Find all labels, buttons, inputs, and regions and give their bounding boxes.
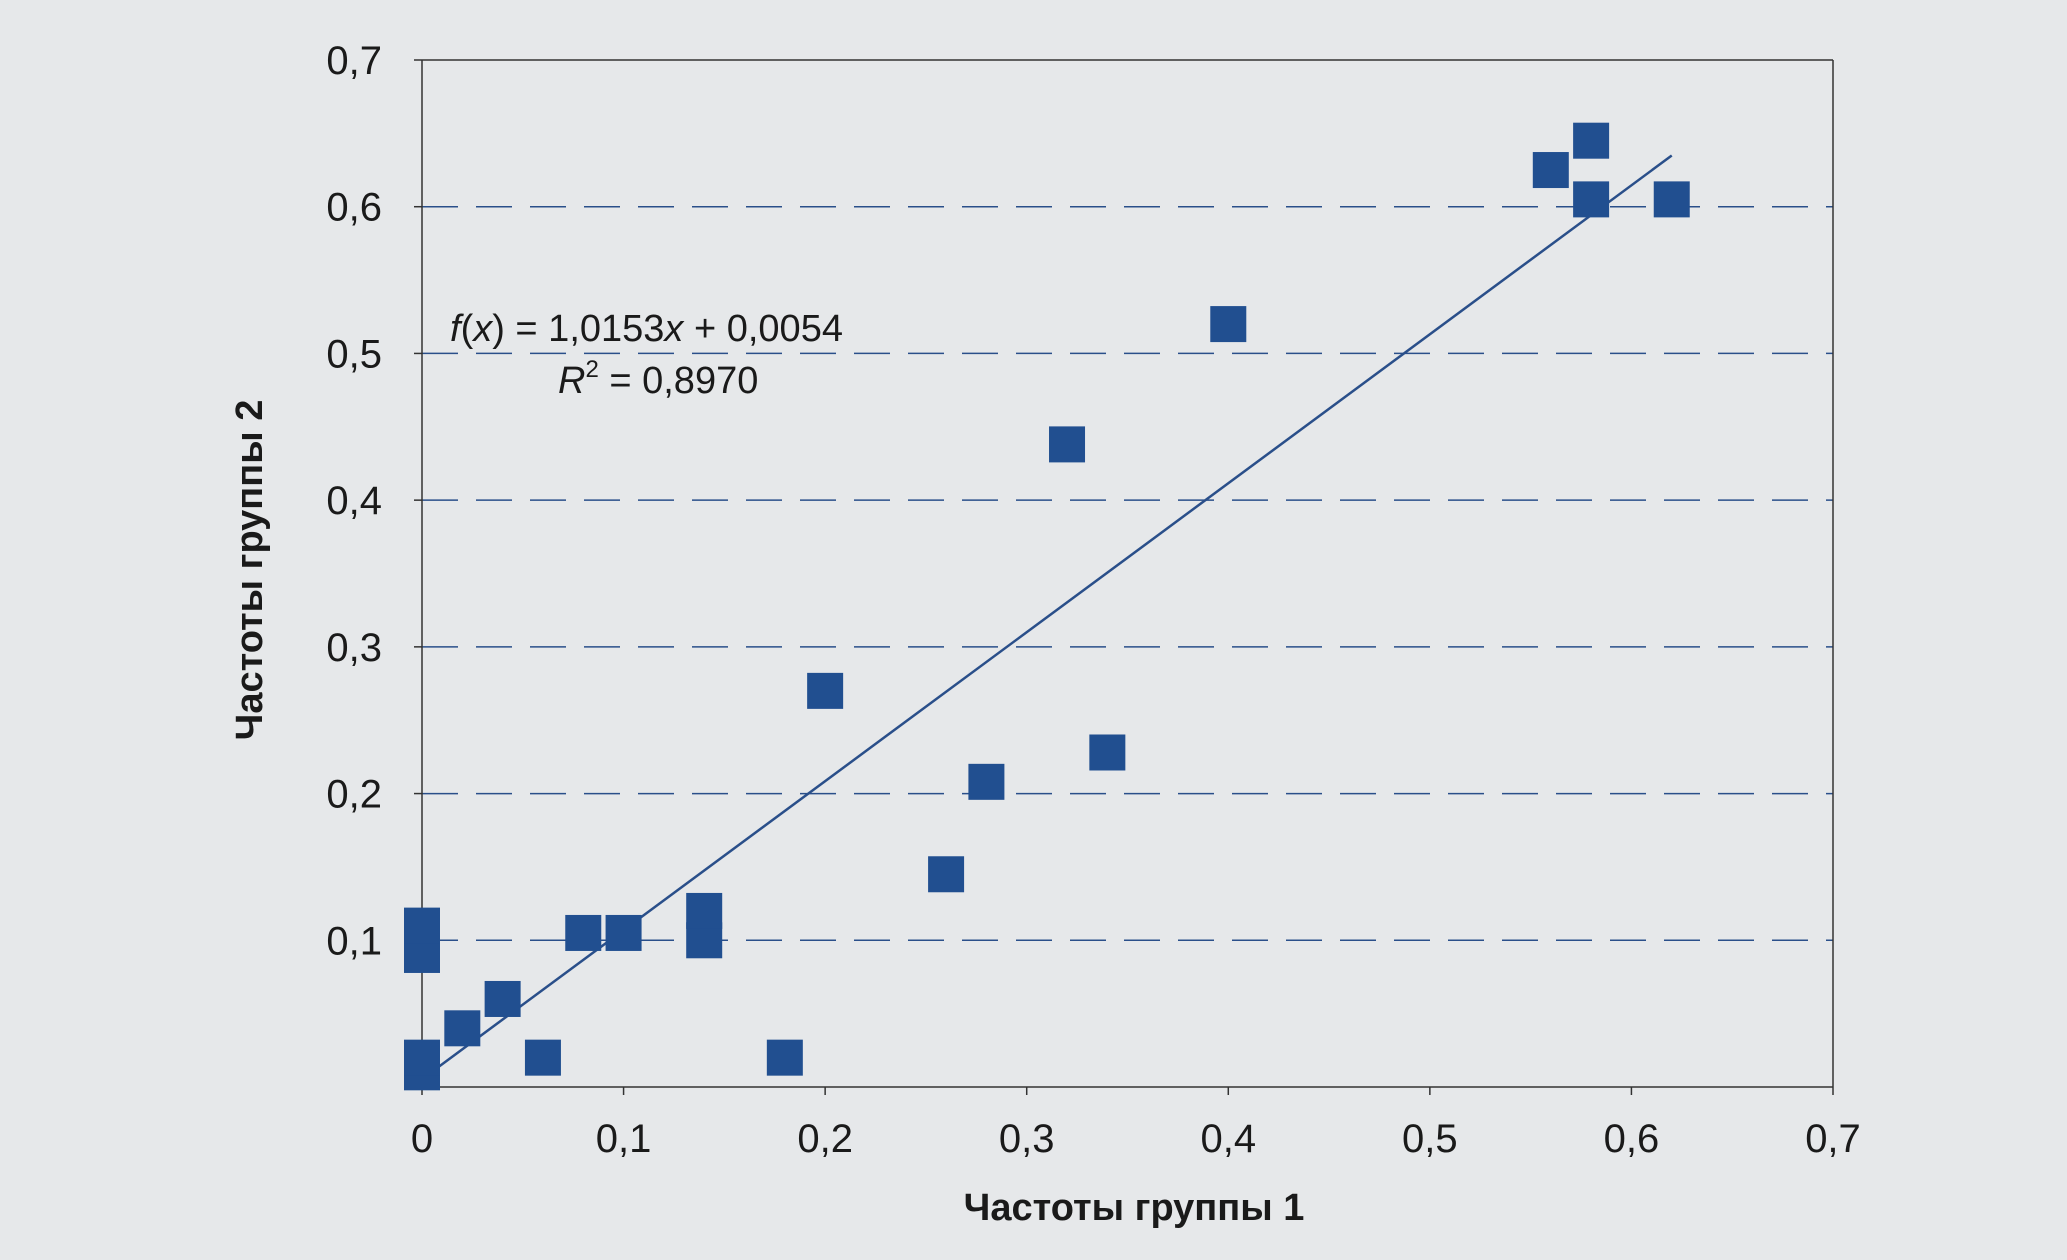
data-point [766,1039,803,1076]
y-axis-title: Частоты группы 2 [229,400,271,741]
x-tick-label: 0,1 [596,1117,652,1161]
x-tick-labels: 0 0,1 0,2 0,3 0,4 0,5 0,6 0,7 [411,1087,1861,1161]
y-tick-label: 0,1 [326,919,382,963]
y-tick-label: 0,4 [326,479,382,523]
data-point [1532,152,1569,189]
y-tick-label: 0,6 [326,186,382,230]
y-tick-label: 0,2 [326,773,382,817]
data-point [404,1039,440,1076]
trendline-equation: f(x) = 1,0153x + 0,0054 [450,308,843,350]
data-point [686,892,723,929]
x-tick-label: 0 [411,1117,433,1161]
data-point [605,914,642,951]
data-point [1653,181,1690,218]
y-tick-label: 0,7 [326,39,382,83]
data-point [524,1039,561,1076]
x-tick-label: 0,4 [1200,1117,1256,1161]
data-point [928,856,965,893]
data-point [1089,734,1126,771]
grid-lines [422,205,1833,942]
data-point [444,1010,481,1047]
y-tick-labels: 0,1 0,2 0,3 0,4 0,5 0,6 0,7 [326,39,422,963]
r-squared-label: R2 = 0,8970 [558,356,758,402]
data-points [404,122,1690,1091]
x-tick-label: 0,7 [1805,1117,1861,1161]
y-tick-label: 0,5 [326,332,382,376]
x-tick-label: 0,5 [1402,1117,1458,1161]
data-point [807,672,844,709]
y-tick-label: 0,3 [326,626,382,670]
data-point [1573,181,1610,218]
x-axis-title: Частоты группы 1 [964,1187,1305,1229]
data-point [1573,122,1610,159]
x-tick-label: 0,6 [1604,1117,1660,1161]
data-point [565,914,602,951]
data-point [968,763,1005,800]
data-point [1210,306,1247,343]
x-tick-label: 0,3 [999,1117,1055,1161]
data-point [1049,426,1086,463]
data-point [484,980,521,1017]
data-point [404,907,440,944]
x-tick-label: 0,2 [797,1117,853,1161]
